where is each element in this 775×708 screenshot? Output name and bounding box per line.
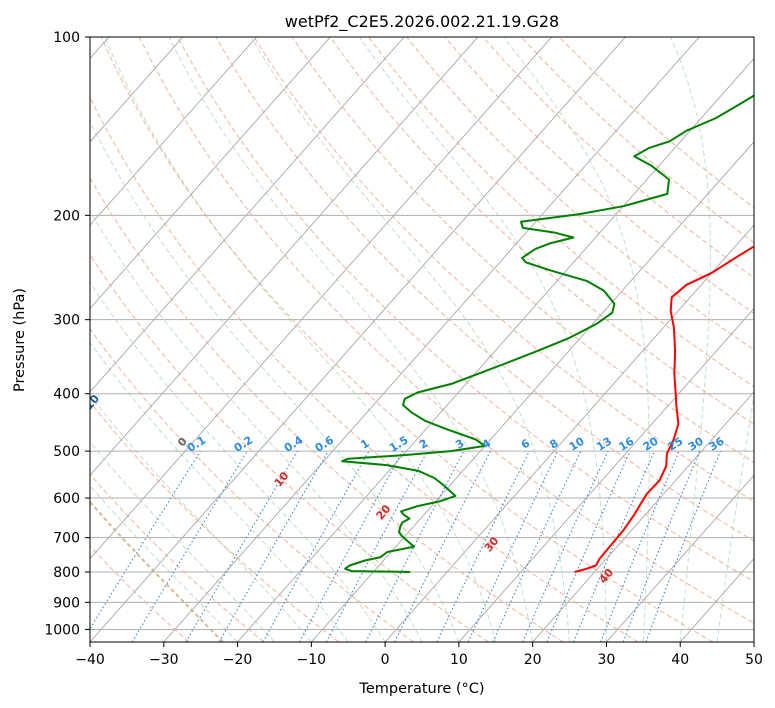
dry-adiabat-line <box>90 253 489 642</box>
isotherm-line <box>532 391 754 642</box>
mixing-ratio-line <box>546 450 631 642</box>
isotherm-line <box>90 37 553 560</box>
mixing-ratio-line <box>572 450 656 642</box>
isobar-gridlines <box>90 37 754 630</box>
temperature-profile-line <box>574 245 754 573</box>
isotherm-line <box>163 37 700 642</box>
chart-title: wetPf2_C2E5.2026.002.21.19.G28 <box>285 12 559 32</box>
moist-adiabat-line <box>716 392 754 642</box>
y-tick-label: 400 <box>53 387 80 403</box>
dry-adiabat-line <box>100 37 713 642</box>
y-tick-label: 300 <box>53 313 80 329</box>
dry-adiabat-line <box>177 37 754 583</box>
dry-adiabat-line <box>215 37 754 542</box>
x-tick-label: −40 <box>75 652 105 668</box>
isotherm-line <box>606 474 754 642</box>
dry-adiabat-line <box>90 473 265 642</box>
mixing-ratio-line <box>325 450 428 642</box>
mixing-ratio-line <box>394 450 491 642</box>
mixing-ratio-line <box>522 450 609 642</box>
y-tick-label: 700 <box>53 531 80 547</box>
x-tick-label: −10 <box>297 652 327 668</box>
x-tick-label: −20 <box>223 652 253 668</box>
moist-adiabat-line <box>90 281 386 642</box>
x-tick-label: −30 <box>149 652 179 668</box>
dry-adiabat-line <box>138 37 754 624</box>
reference-adiabat-line <box>90 500 224 642</box>
y-tick-label: 500 <box>53 444 80 460</box>
moist-adiabat-line <box>90 120 460 642</box>
isotherm-line <box>90 37 479 477</box>
x-tick-label: 0 <box>381 652 390 668</box>
isotherm-line <box>90 37 257 226</box>
mixing-ratio-line <box>645 450 722 642</box>
y-tick-label: 200 <box>53 208 80 224</box>
isotherm-line <box>90 37 331 310</box>
isotherm-line <box>458 307 754 642</box>
x-tick-label: 10 <box>450 652 468 668</box>
mixing-ratio-line <box>622 450 701 642</box>
dewpoint-profile-line <box>341 94 754 573</box>
y-tick-label: 1000 <box>44 622 80 638</box>
moist-adiabat-line <box>90 394 312 642</box>
dry-adiabat-line <box>90 401 339 642</box>
moist-adiabat-line <box>90 441 275 642</box>
dry-adiabat-line <box>253 37 754 502</box>
plot-area: 0.10.20.40.611.52346810131620253036-100-… <box>90 37 754 642</box>
moist-adiabat-line <box>168 37 534 642</box>
x-tick-label: 40 <box>671 652 689 668</box>
y-tick-label: 800 <box>53 565 80 581</box>
y-tick-label: 600 <box>53 491 80 507</box>
dry-adiabat-line <box>329 37 754 425</box>
mixing-ratio-line <box>131 450 248 642</box>
mixing-ratio-line <box>262 450 370 642</box>
x-tick-label: 30 <box>598 652 616 668</box>
dry-adiabat-line <box>291 37 754 463</box>
y-tick-label: 100 <box>53 30 80 46</box>
mixing-ratio-line <box>299 450 404 642</box>
x-tick-label: 20 <box>524 652 542 668</box>
moist-adiabat-line <box>104 37 497 642</box>
moist-adiabat-line <box>358 37 607 642</box>
moist-adiabat-line <box>503 37 650 642</box>
isotherm-line <box>310 141 754 642</box>
moist-adiabat-line <box>250 37 571 642</box>
plot-frame <box>89 36 755 643</box>
mixing-ratio-lines <box>90 450 722 642</box>
moist-adiabat-line <box>90 210 423 642</box>
moist-adiabat-line <box>90 484 238 642</box>
dry-adiabats <box>90 37 754 642</box>
dry-adiabat-line <box>444 37 754 315</box>
dry-adiabat-line <box>406 37 754 351</box>
isotherm-line <box>90 37 626 642</box>
y-axis-ticks: 100 200 300 400 500 600 700 800 900 1000 <box>44 30 90 638</box>
mixing-ratio-line <box>600 450 680 642</box>
sounding-series <box>341 94 754 573</box>
isotherm-line <box>90 37 405 393</box>
x-axis-label: Temperature (°C) <box>358 681 484 697</box>
isotherm-gridlines <box>90 37 754 642</box>
dry-adiabat-line <box>90 96 639 642</box>
x-axis-ticks: −40 −30 −20 −10 0 10 20 30 40 50 <box>75 642 763 668</box>
dry-adiabat-line <box>90 176 564 642</box>
y-axis-label: Pressure (hPa) <box>12 288 28 392</box>
moist-adiabats <box>90 37 754 642</box>
x-tick-label: 50 <box>745 652 763 668</box>
y-tick-label: 900 <box>53 595 80 611</box>
isotherm-line <box>384 224 754 642</box>
isotherm-line <box>90 37 184 143</box>
moist-adiabat-line <box>670 37 711 642</box>
isotherm-line <box>237 57 754 642</box>
